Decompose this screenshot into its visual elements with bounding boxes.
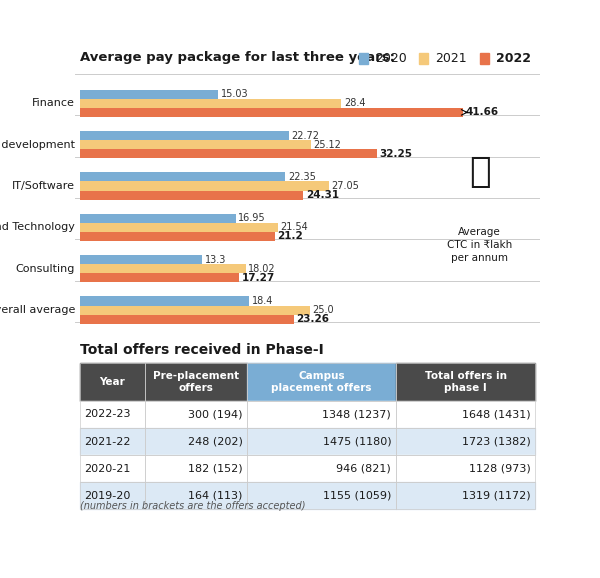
Text: 182 (152): 182 (152) <box>188 464 242 473</box>
Text: 22.35: 22.35 <box>288 172 316 182</box>
FancyBboxPatch shape <box>247 482 396 509</box>
Text: 946 (821): 946 (821) <box>337 464 391 473</box>
Text: 22.72: 22.72 <box>292 131 320 140</box>
FancyBboxPatch shape <box>247 401 396 428</box>
FancyBboxPatch shape <box>396 482 535 509</box>
Bar <box>80 90 218 99</box>
Text: 1128 (973): 1128 (973) <box>469 464 531 473</box>
FancyBboxPatch shape <box>145 428 247 455</box>
Text: 2022-23: 2022-23 <box>84 409 131 420</box>
Text: 17.27: 17.27 <box>241 273 275 283</box>
Bar <box>80 297 249 306</box>
Bar <box>80 214 236 223</box>
Text: Average pay package for last three years:: Average pay package for last three years… <box>80 51 395 64</box>
Text: 16.95: 16.95 <box>238 213 266 223</box>
Bar <box>80 172 286 181</box>
FancyBboxPatch shape <box>396 455 535 482</box>
Bar <box>80 223 278 232</box>
Text: (numbers in brackets are the offers accepted): (numbers in brackets are the offers acce… <box>80 501 305 511</box>
Text: 300 (194): 300 (194) <box>188 409 242 420</box>
Bar <box>80 181 329 191</box>
Bar <box>80 191 304 199</box>
FancyBboxPatch shape <box>145 401 247 428</box>
FancyBboxPatch shape <box>145 482 247 509</box>
FancyBboxPatch shape <box>419 53 428 64</box>
Text: 18.02: 18.02 <box>248 264 276 274</box>
Bar <box>80 149 377 158</box>
Text: 1348 (1237): 1348 (1237) <box>322 409 391 420</box>
Bar <box>80 273 239 283</box>
Text: 21.2: 21.2 <box>278 231 304 242</box>
Text: Engineering and Technology: Engineering and Technology <box>0 223 75 232</box>
Text: Total offers in
phase I: Total offers in phase I <box>425 370 506 393</box>
Bar <box>80 264 245 273</box>
Text: 2022: 2022 <box>496 52 531 65</box>
Text: 15.03: 15.03 <box>221 89 248 99</box>
Bar <box>80 108 463 117</box>
Text: Year: Year <box>100 377 125 387</box>
Text: Average
CTC in ₹lakh
per annum: Average CTC in ₹lakh per annum <box>447 227 512 264</box>
Text: 28.4: 28.4 <box>344 98 365 108</box>
FancyBboxPatch shape <box>247 362 396 401</box>
FancyBboxPatch shape <box>145 455 247 482</box>
Text: 2020-21: 2020-21 <box>84 464 131 473</box>
Text: Research and development: Research and development <box>0 140 75 150</box>
Text: 13.3: 13.3 <box>205 255 226 265</box>
Text: 2021-22: 2021-22 <box>84 436 131 447</box>
Text: IT/Software: IT/Software <box>12 181 75 191</box>
Text: 1155 (1059): 1155 (1059) <box>323 491 391 501</box>
Bar <box>80 255 202 264</box>
FancyBboxPatch shape <box>247 455 396 482</box>
Text: 27.05: 27.05 <box>331 181 359 191</box>
Text: 1475 (1180): 1475 (1180) <box>323 436 391 447</box>
FancyBboxPatch shape <box>396 428 535 455</box>
FancyBboxPatch shape <box>80 482 145 509</box>
Text: Pre-placement
offers: Pre-placement offers <box>153 370 239 393</box>
FancyBboxPatch shape <box>80 428 145 455</box>
Text: 2020: 2020 <box>375 52 407 65</box>
Text: Campus
placement offers: Campus placement offers <box>271 370 372 393</box>
FancyBboxPatch shape <box>479 53 489 64</box>
Text: 25.12: 25.12 <box>314 140 341 150</box>
Bar <box>80 306 310 314</box>
Text: 1723 (1382): 1723 (1382) <box>462 436 531 447</box>
Text: 1648 (1431): 1648 (1431) <box>462 409 531 420</box>
Text: 24.31: 24.31 <box>306 190 340 200</box>
FancyBboxPatch shape <box>80 455 145 482</box>
Bar <box>80 131 289 140</box>
Text: 18.4: 18.4 <box>252 296 273 306</box>
Text: 2021: 2021 <box>436 52 467 65</box>
Text: 21.54: 21.54 <box>281 223 308 232</box>
FancyBboxPatch shape <box>80 362 145 401</box>
Text: Total offers received in Phase-I: Total offers received in Phase-I <box>80 343 323 357</box>
Text: Consulting: Consulting <box>16 264 75 274</box>
Text: 164 (113): 164 (113) <box>188 491 242 501</box>
Text: Finance: Finance <box>32 98 75 108</box>
Text: 25.0: 25.0 <box>313 305 334 315</box>
Bar <box>80 99 341 108</box>
FancyBboxPatch shape <box>247 428 396 455</box>
FancyBboxPatch shape <box>145 362 247 401</box>
FancyBboxPatch shape <box>359 53 368 64</box>
Text: 41.66: 41.66 <box>466 108 499 117</box>
FancyBboxPatch shape <box>396 401 535 428</box>
Bar <box>80 232 275 241</box>
Text: 32.25: 32.25 <box>379 149 412 159</box>
Text: 23.26: 23.26 <box>296 314 329 324</box>
Bar <box>80 314 294 324</box>
FancyBboxPatch shape <box>80 401 145 428</box>
Bar <box>80 140 311 149</box>
Text: 248 (202): 248 (202) <box>188 436 242 447</box>
FancyBboxPatch shape <box>396 362 535 401</box>
Text: 🎓: 🎓 <box>469 155 490 189</box>
Text: 2019-20: 2019-20 <box>84 491 131 501</box>
Text: 1319 (1172): 1319 (1172) <box>462 491 531 501</box>
Text: Overall average: Overall average <box>0 305 75 315</box>
